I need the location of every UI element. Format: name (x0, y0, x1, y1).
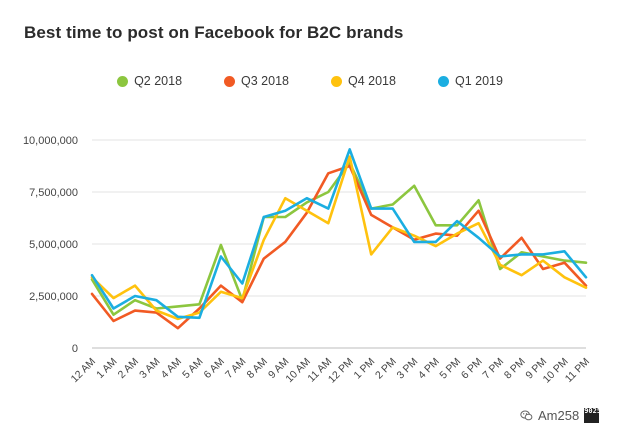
x-tick-label: 4 PM (416, 356, 442, 382)
legend-swatch-q4-2018 (331, 75, 342, 87)
legend-swatch-q3-2018 (224, 75, 236, 87)
legend-item-q3-2018[interactable]: Q3 2018 (224, 74, 289, 88)
x-tick-label: 4 AM (159, 356, 184, 381)
series-line-q4-2018 (90, 155, 588, 321)
x-tick-label: 8 PM (502, 356, 528, 382)
legend-item-q2-2018[interactable]: Q2 2018 (117, 74, 182, 88)
y-tick-label: 7,500,000 (29, 187, 78, 199)
x-tick-label: 7 PM (480, 356, 506, 382)
y-tick-label: 10,000,000 (23, 135, 78, 147)
x-tick-label: 2 PM (373, 356, 399, 382)
legend-label-q2-2018: Q2 2018 (134, 74, 183, 88)
watermark-text: Am258 (538, 408, 580, 423)
x-tick-label: 6 PM (459, 356, 485, 382)
x-tick-label: 1 AM (94, 356, 119, 381)
legend-label-q4-2018: Q4 2018 (348, 74, 396, 88)
x-tick-label: 12 PM (326, 356, 356, 386)
legend: Q2 2018 Q3 2018 Q4 2018 Q1 2019 (0, 74, 620, 88)
chart-title: Best time to post on Facebook for B2C br… (24, 23, 404, 42)
series-line-q1-2019 (90, 148, 588, 320)
legend-item-q1-2019[interactable]: Q1 2019 (437, 74, 503, 88)
x-tick-label: 5 PM (437, 356, 463, 382)
y-tick-label: 2,500,000 (29, 291, 78, 303)
x-tick-label: 5 AM (180, 356, 205, 381)
x-tick-label: 8 AM (245, 356, 270, 381)
legend-swatch-q1-2019 (437, 75, 449, 87)
legend-label-q3-2018: Q3 2018 (241, 74, 289, 88)
x-tick-label: 12 AM (69, 356, 99, 386)
x-tick-label: 11 PM (563, 356, 592, 385)
y-tick-label: 0 (72, 343, 78, 355)
y-tick-label: 5,000,000 (29, 239, 78, 251)
x-tick-label: 3 AM (137, 356, 162, 381)
legend-swatch-q2-2018 (117, 75, 129, 87)
x-tick-label: 3 PM (394, 356, 420, 382)
legend-label-q1-2019: Q1 2019 (454, 74, 503, 88)
x-tick-label: 1 PM (352, 356, 378, 382)
x-tick-label: 10 AM (283, 356, 313, 386)
legend-item-q4-2018[interactable]: Q4 2018 (331, 74, 396, 88)
x-tick-label: 7 AM (223, 356, 248, 381)
watermark-logo: 9025 (584, 408, 600, 423)
x-tick-label: 6 AM (202, 356, 227, 381)
x-tick-label: 2 AM (116, 356, 141, 381)
watermark: Am258 9025 (520, 408, 600, 423)
wechat-icon (520, 410, 533, 421)
